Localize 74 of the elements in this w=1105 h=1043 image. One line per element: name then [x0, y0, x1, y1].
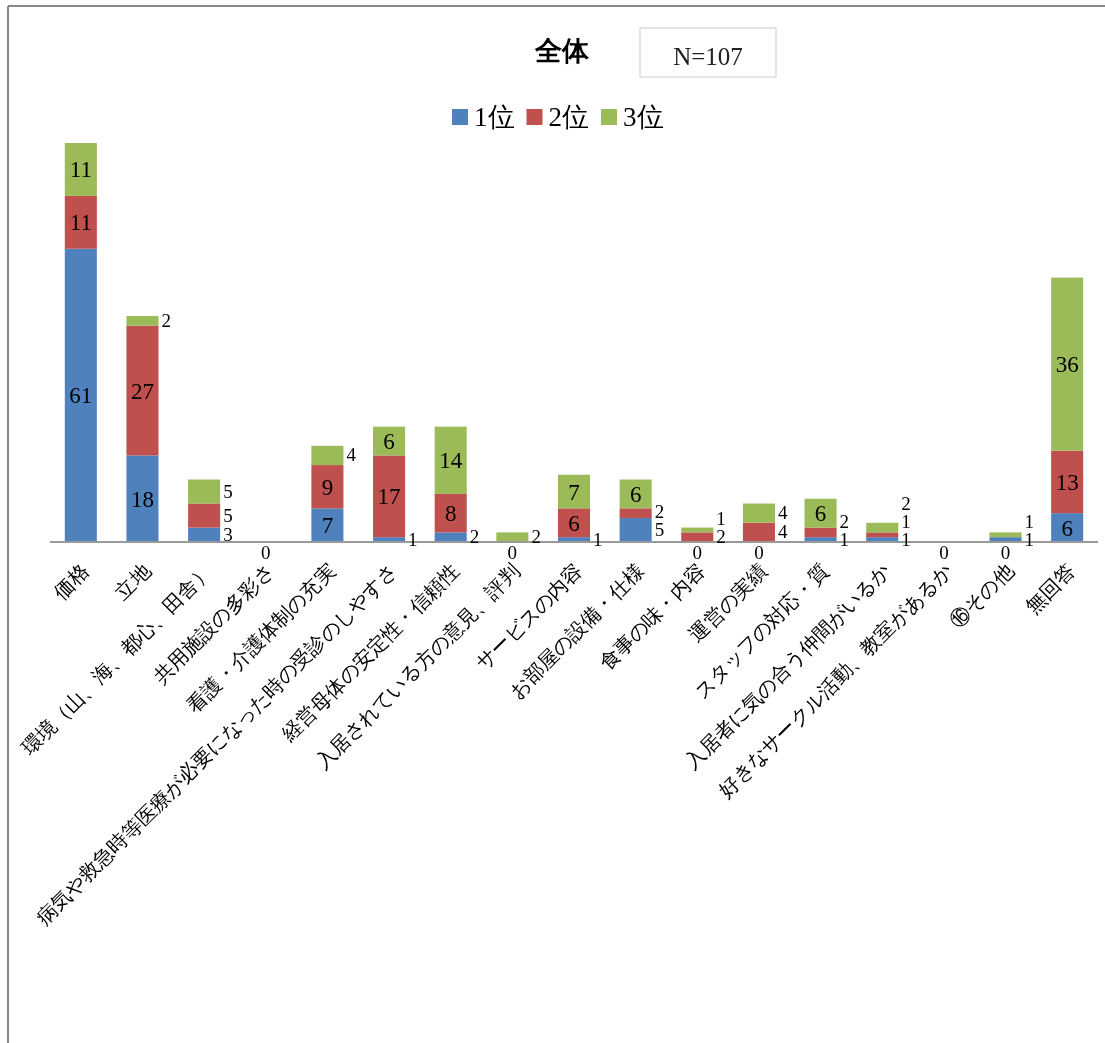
bar	[557, 474, 591, 509]
x-tick-label: 無回答	[1021, 559, 1080, 618]
data-label: 1	[593, 528, 603, 550]
bar	[619, 517, 652, 542]
data-label: 11	[69, 157, 92, 183]
bar	[311, 445, 344, 466]
x-tick-label: 立地	[110, 559, 155, 604]
data-label: 8	[444, 501, 457, 527]
bar	[126, 455, 159, 542]
bar	[496, 532, 529, 542]
data-label: 0	[939, 542, 949, 563]
data-label: 17	[377, 484, 401, 510]
data-label: 5	[223, 480, 233, 502]
data-label: 61	[69, 383, 93, 409]
bar	[64, 248, 97, 542]
data-label: 6	[568, 510, 580, 536]
bar	[681, 532, 714, 542]
data-label: 6	[629, 481, 642, 507]
data-label: 6	[383, 429, 395, 455]
data-label: 2	[469, 526, 480, 548]
data-label: 6	[1061, 515, 1073, 541]
data-label: 3	[223, 523, 233, 545]
data-label: 7	[568, 479, 580, 505]
data-label: 7	[321, 513, 334, 539]
bar	[804, 527, 837, 538]
bar	[434, 532, 467, 542]
text: N=107	[673, 43, 743, 70]
data-label: 0	[1000, 542, 1011, 563]
bar	[1051, 450, 1084, 514]
bar	[742, 522, 775, 542]
bar	[311, 465, 344, 509]
bar	[188, 527, 221, 542]
bar	[742, 503, 775, 523]
bar	[619, 508, 652, 518]
bar	[188, 503, 221, 528]
data-label: 6	[814, 501, 827, 527]
data-label: 9	[321, 474, 334, 500]
chart-title: 全体	[534, 35, 590, 66]
data-label: 2	[161, 309, 171, 331]
bar	[557, 508, 591, 538]
data-label: 5	[223, 504, 233, 526]
bar	[311, 508, 344, 542]
bar	[866, 532, 899, 538]
bar	[126, 325, 159, 456]
legend-label: 2位	[548, 102, 589, 132]
data-label: 36	[1055, 352, 1079, 378]
bar	[188, 479, 221, 504]
data-label: 0	[754, 542, 764, 563]
bar	[1051, 277, 1084, 451]
bar	[804, 498, 837, 528]
bar	[64, 195, 97, 249]
bar	[64, 143, 97, 196]
data-label: 0	[692, 542, 703, 563]
data-label: 27	[130, 378, 154, 404]
data-label: 4	[777, 521, 788, 543]
x-tick-label: 価格	[49, 559, 93, 604]
bar	[434, 426, 467, 494]
data-label: 1	[408, 528, 418, 550]
data-label: 2	[531, 526, 541, 548]
data-label: 4	[777, 502, 788, 524]
data-label: 13	[1055, 469, 1079, 495]
legend-label: 1位	[474, 102, 515, 132]
data-label: 14	[439, 448, 463, 474]
data-label: 4	[346, 444, 357, 466]
data-label: 0	[261, 542, 271, 563]
data-label: 11	[69, 210, 92, 236]
bar	[373, 455, 406, 538]
bar	[434, 493, 467, 533]
legend-label: 3位	[623, 102, 664, 132]
data-label: 0	[507, 542, 518, 563]
data-label: 18	[130, 486, 154, 512]
bar	[126, 316, 159, 326]
bar	[866, 522, 899, 533]
bar	[989, 532, 1022, 538]
